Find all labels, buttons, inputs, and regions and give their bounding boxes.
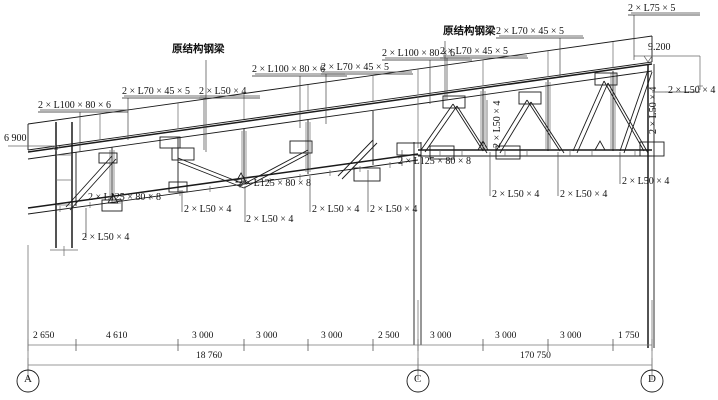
member-label: 2 × L125 × 80 × 8 [238, 178, 312, 189]
member-label: 2 × L70 × 45 × 5 [321, 62, 390, 73]
member-label: 2 × L50 × 4 [668, 85, 716, 96]
dimension-total: 18 760 [196, 351, 223, 361]
gridline-label-c: C [414, 373, 422, 385]
label-underlines [38, 14, 700, 113]
member-label: 2 × L50 × 4 [312, 204, 360, 215]
member-label: 2 × L70 × 45 × 5 [496, 26, 565, 37]
member-label: 2 × L125 × 80 × 8 [398, 156, 472, 167]
dimension-value: 3 000 [321, 331, 343, 341]
dimension-value: 1 750 [618, 331, 640, 341]
member-label: 2 × L50 × 4 [492, 189, 540, 200]
member-label: 2 × L75 × 5 [628, 3, 676, 14]
member-label: 2 × L70 × 45 × 5 [440, 46, 509, 57]
gridline-extensions [27, 245, 653, 380]
elevation-right: 9.200 [648, 42, 671, 53]
dimension-value: 3 000 [256, 331, 278, 341]
member-label: 2 × L125 × 80 × 8 [88, 192, 162, 203]
node-markers [107, 172, 247, 204]
column-grid-a [8, 122, 78, 256]
column-grid-d [634, 55, 703, 348]
dimension-value: 3 000 [430, 331, 452, 341]
truss-lower-chord [27, 149, 652, 215]
gridline-bubbles [16, 369, 664, 393]
dimension-total: 170 750 [520, 351, 551, 361]
member-label-vertical: 2 × L50 × 4 [648, 86, 659, 134]
member-label: 2 × L100 × 80 × 6 [38, 100, 112, 111]
gridline-label-d: D [648, 373, 656, 385]
member-label: 2 × L50 × 4 [370, 204, 418, 215]
member-label: 2 × L50 × 4 [184, 204, 232, 215]
member-label: 2 × L70 × 45 × 5 [122, 86, 191, 97]
leader-lines [40, 12, 700, 238]
original-beam-note-2: 原结构钢梁 [443, 25, 496, 37]
dimension-value: 3 000 [192, 331, 214, 341]
dimension-line-totals [27, 358, 653, 372]
member-label-vertical: 2 × L50 × 4 [492, 100, 503, 148]
dimension-value: 2 650 [33, 331, 55, 341]
member-label: 2 × L50 × 4 [560, 189, 608, 200]
member-label: 2 × L50 × 4 [622, 176, 670, 187]
original-steel-beam [27, 35, 653, 151]
column-grid-c [413, 96, 422, 345]
member-label: 2 × L100 × 80 × 6 [382, 48, 456, 59]
truss-web-right [420, 69, 665, 160]
original-beam-note-1: 原结构钢梁 [172, 43, 225, 55]
dimension-line-chain [27, 339, 653, 351]
dimension-value: 3 000 [495, 331, 517, 341]
member-label: 2 × L100 × 80 × 6 [252, 64, 326, 75]
member-label: 2 × L50 × 4 [199, 86, 247, 97]
gridline-label-a: A [24, 373, 32, 385]
truss-web-left [65, 111, 422, 212]
dimension-value: 4 610 [106, 331, 128, 341]
member-label: 2 × L50 × 4 [82, 232, 130, 243]
member-label: 2 × L50 × 4 [246, 214, 294, 225]
dimension-value: 2 500 [378, 331, 400, 341]
elevation-left: 6 900 [4, 133, 27, 144]
dimension-value: 3 000 [560, 331, 582, 341]
